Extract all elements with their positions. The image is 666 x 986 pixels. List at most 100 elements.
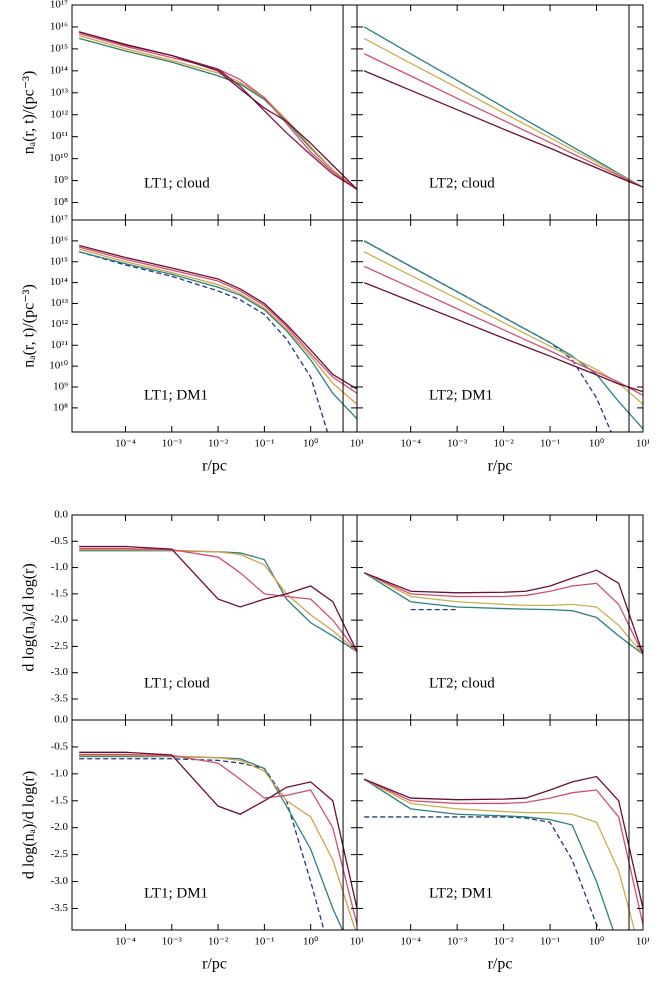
panel-frame xyxy=(356,514,644,721)
x-tick-label: 10⁻³ xyxy=(447,438,468,450)
x-tick-label: 10⁻² xyxy=(208,936,229,948)
x-tick-label: 10⁻² xyxy=(208,438,229,450)
x-tick-label: 10⁰ xyxy=(303,936,319,948)
series-line xyxy=(363,282,643,393)
panel: 0.0 -0.5 -1.0 -1.5 -2.0 -2.5 -3.0 -3.5 LT1; clou… xyxy=(21,509,358,721)
series-line xyxy=(79,549,357,653)
x-tick-label: 10⁻³ xyxy=(162,936,183,948)
y-tick-label: 10¹⁷ xyxy=(50,0,68,11)
panel-frame xyxy=(71,4,358,221)
series-line xyxy=(78,35,357,190)
panel-annotation: LT2; cloud xyxy=(429,175,495,191)
series-line xyxy=(363,572,643,655)
x-tick-label: 10⁻¹ xyxy=(540,936,560,948)
plot-area xyxy=(79,751,357,930)
panel: LT2; cloud xyxy=(356,514,644,721)
x-tick-label: 10⁰ xyxy=(303,438,319,450)
y-tick-label: 10⁹ xyxy=(53,174,68,186)
x-tick-label: 10¹ xyxy=(350,438,364,450)
y-tick-label: -3.0 xyxy=(51,666,69,678)
y-tick-label: 10¹⁷ xyxy=(50,214,68,226)
series-line xyxy=(79,755,344,930)
x-axis-label: r/pc xyxy=(488,956,513,973)
x-tick-label: 10⁻⁴ xyxy=(115,936,136,948)
y-tick-label: -3.5 xyxy=(51,902,69,914)
series-line xyxy=(363,572,643,655)
panel-annotation: LT2; DM1 xyxy=(429,885,493,901)
y-tick-label: 10¹³ xyxy=(50,86,68,98)
series-line xyxy=(363,240,612,432)
x-tick-label: 10⁻¹ xyxy=(254,438,274,450)
x-axis-label: r/pc xyxy=(488,458,513,475)
series-line xyxy=(363,572,643,655)
y-tick-label: 10¹⁴ xyxy=(50,64,68,76)
x-tick-label: 10⁻² xyxy=(494,438,515,450)
series-line xyxy=(79,754,356,930)
series-line xyxy=(79,753,357,925)
series-line xyxy=(363,70,643,188)
series-line xyxy=(363,53,643,188)
x-tick-label: 10⁻⁴ xyxy=(400,438,421,450)
series-line xyxy=(78,248,357,405)
panel-annotation: LT1; DM1 xyxy=(144,387,208,403)
plot-area xyxy=(78,244,357,432)
series-line xyxy=(363,265,643,396)
y-axis-label: nₐ(r, t)/(pc⁻³) xyxy=(21,284,38,368)
y-tick-label: -0.5 xyxy=(51,535,69,547)
y-tick-label: 10¹⁰ xyxy=(49,360,68,372)
panel-annotation: LT2; cloud xyxy=(429,675,495,691)
series-line xyxy=(78,31,357,190)
panel-frame xyxy=(356,219,644,433)
x-tick-label: 10⁰ xyxy=(589,438,605,450)
y-tick-label: 10⁹ xyxy=(53,381,68,393)
panel: 10⁻⁴ 10⁻³ 10⁻² 10⁻¹ 10⁰ 10¹ 0.0 -0.5 -1.0 -1.5 -2.… xyxy=(21,714,364,973)
series-line xyxy=(363,569,643,655)
panel-frame xyxy=(71,219,358,433)
x-tick-label: 10⁻² xyxy=(494,936,515,948)
series-line xyxy=(79,545,357,652)
x-axis-label: r/pc xyxy=(202,458,227,475)
series-line xyxy=(78,251,329,432)
series-line xyxy=(79,758,325,930)
series-line xyxy=(79,244,357,390)
y-tick-label: 10¹⁶ xyxy=(50,234,68,246)
y-tick-label: 10¹⁰ xyxy=(49,152,68,164)
y-tick-label: -2.0 xyxy=(51,821,69,833)
panel: LT2; cloud xyxy=(356,4,644,221)
x-tick-label: 10⁻⁴ xyxy=(400,936,421,948)
series-line xyxy=(363,240,643,430)
panel: 10⁻⁴ 10⁻³ 10⁻² 10⁻¹ 10⁰ 10¹ LT2; DM1 r/pc xyxy=(356,719,650,973)
series-line xyxy=(79,547,357,653)
y-tick-label: -0.5 xyxy=(51,740,69,752)
x-tick-label: 10⁻³ xyxy=(447,936,468,948)
series-line xyxy=(363,778,636,930)
y-tick-label: 10¹² xyxy=(50,108,68,120)
y-tick-label: 10¹¹ xyxy=(50,130,68,142)
panel-frame xyxy=(356,4,644,221)
plot-area xyxy=(363,775,643,930)
y-tick-label: -2.5 xyxy=(51,640,69,652)
y-tick-label: 10¹³ xyxy=(50,297,68,309)
series-line xyxy=(363,778,614,930)
panel-annotation: LT1; cloud xyxy=(144,675,210,691)
y-tick-label: 10¹⁵ xyxy=(50,255,68,267)
panel: 10⁻⁴ 10⁻³ 10⁻² 10⁻¹ 10⁰ 10¹ 10¹⁷ 10¹⁶ 10¹⁵ 10¹⁴ 10… xyxy=(21,214,364,475)
series-line xyxy=(363,37,643,188)
y-axis-label: d log(nₐ)/d log(r) xyxy=(21,771,38,879)
series-line xyxy=(79,550,357,653)
series-line xyxy=(79,246,357,394)
panel: 10⁻⁴ 10⁻³ 10⁻² 10⁻¹ 10⁰ 10¹ LT2; DM1 r/pc xyxy=(356,219,650,475)
y-tick-label: 10⁸ xyxy=(53,196,68,208)
y-tick-label: 10⁸ xyxy=(53,401,68,413)
y-tick-label: 10¹² xyxy=(50,318,68,330)
plot-area xyxy=(363,240,643,432)
panel-frame xyxy=(356,719,644,931)
y-tick-label: 10¹⁵ xyxy=(50,42,68,54)
y-tick-label: 0.0 xyxy=(54,714,68,726)
x-tick-label: 10¹ xyxy=(636,438,650,450)
plot-area xyxy=(363,26,643,188)
panel-annotation: LT2; DM1 xyxy=(429,387,493,403)
y-axis-label: nₐ(r, t)/(pc⁻³) xyxy=(21,71,38,155)
